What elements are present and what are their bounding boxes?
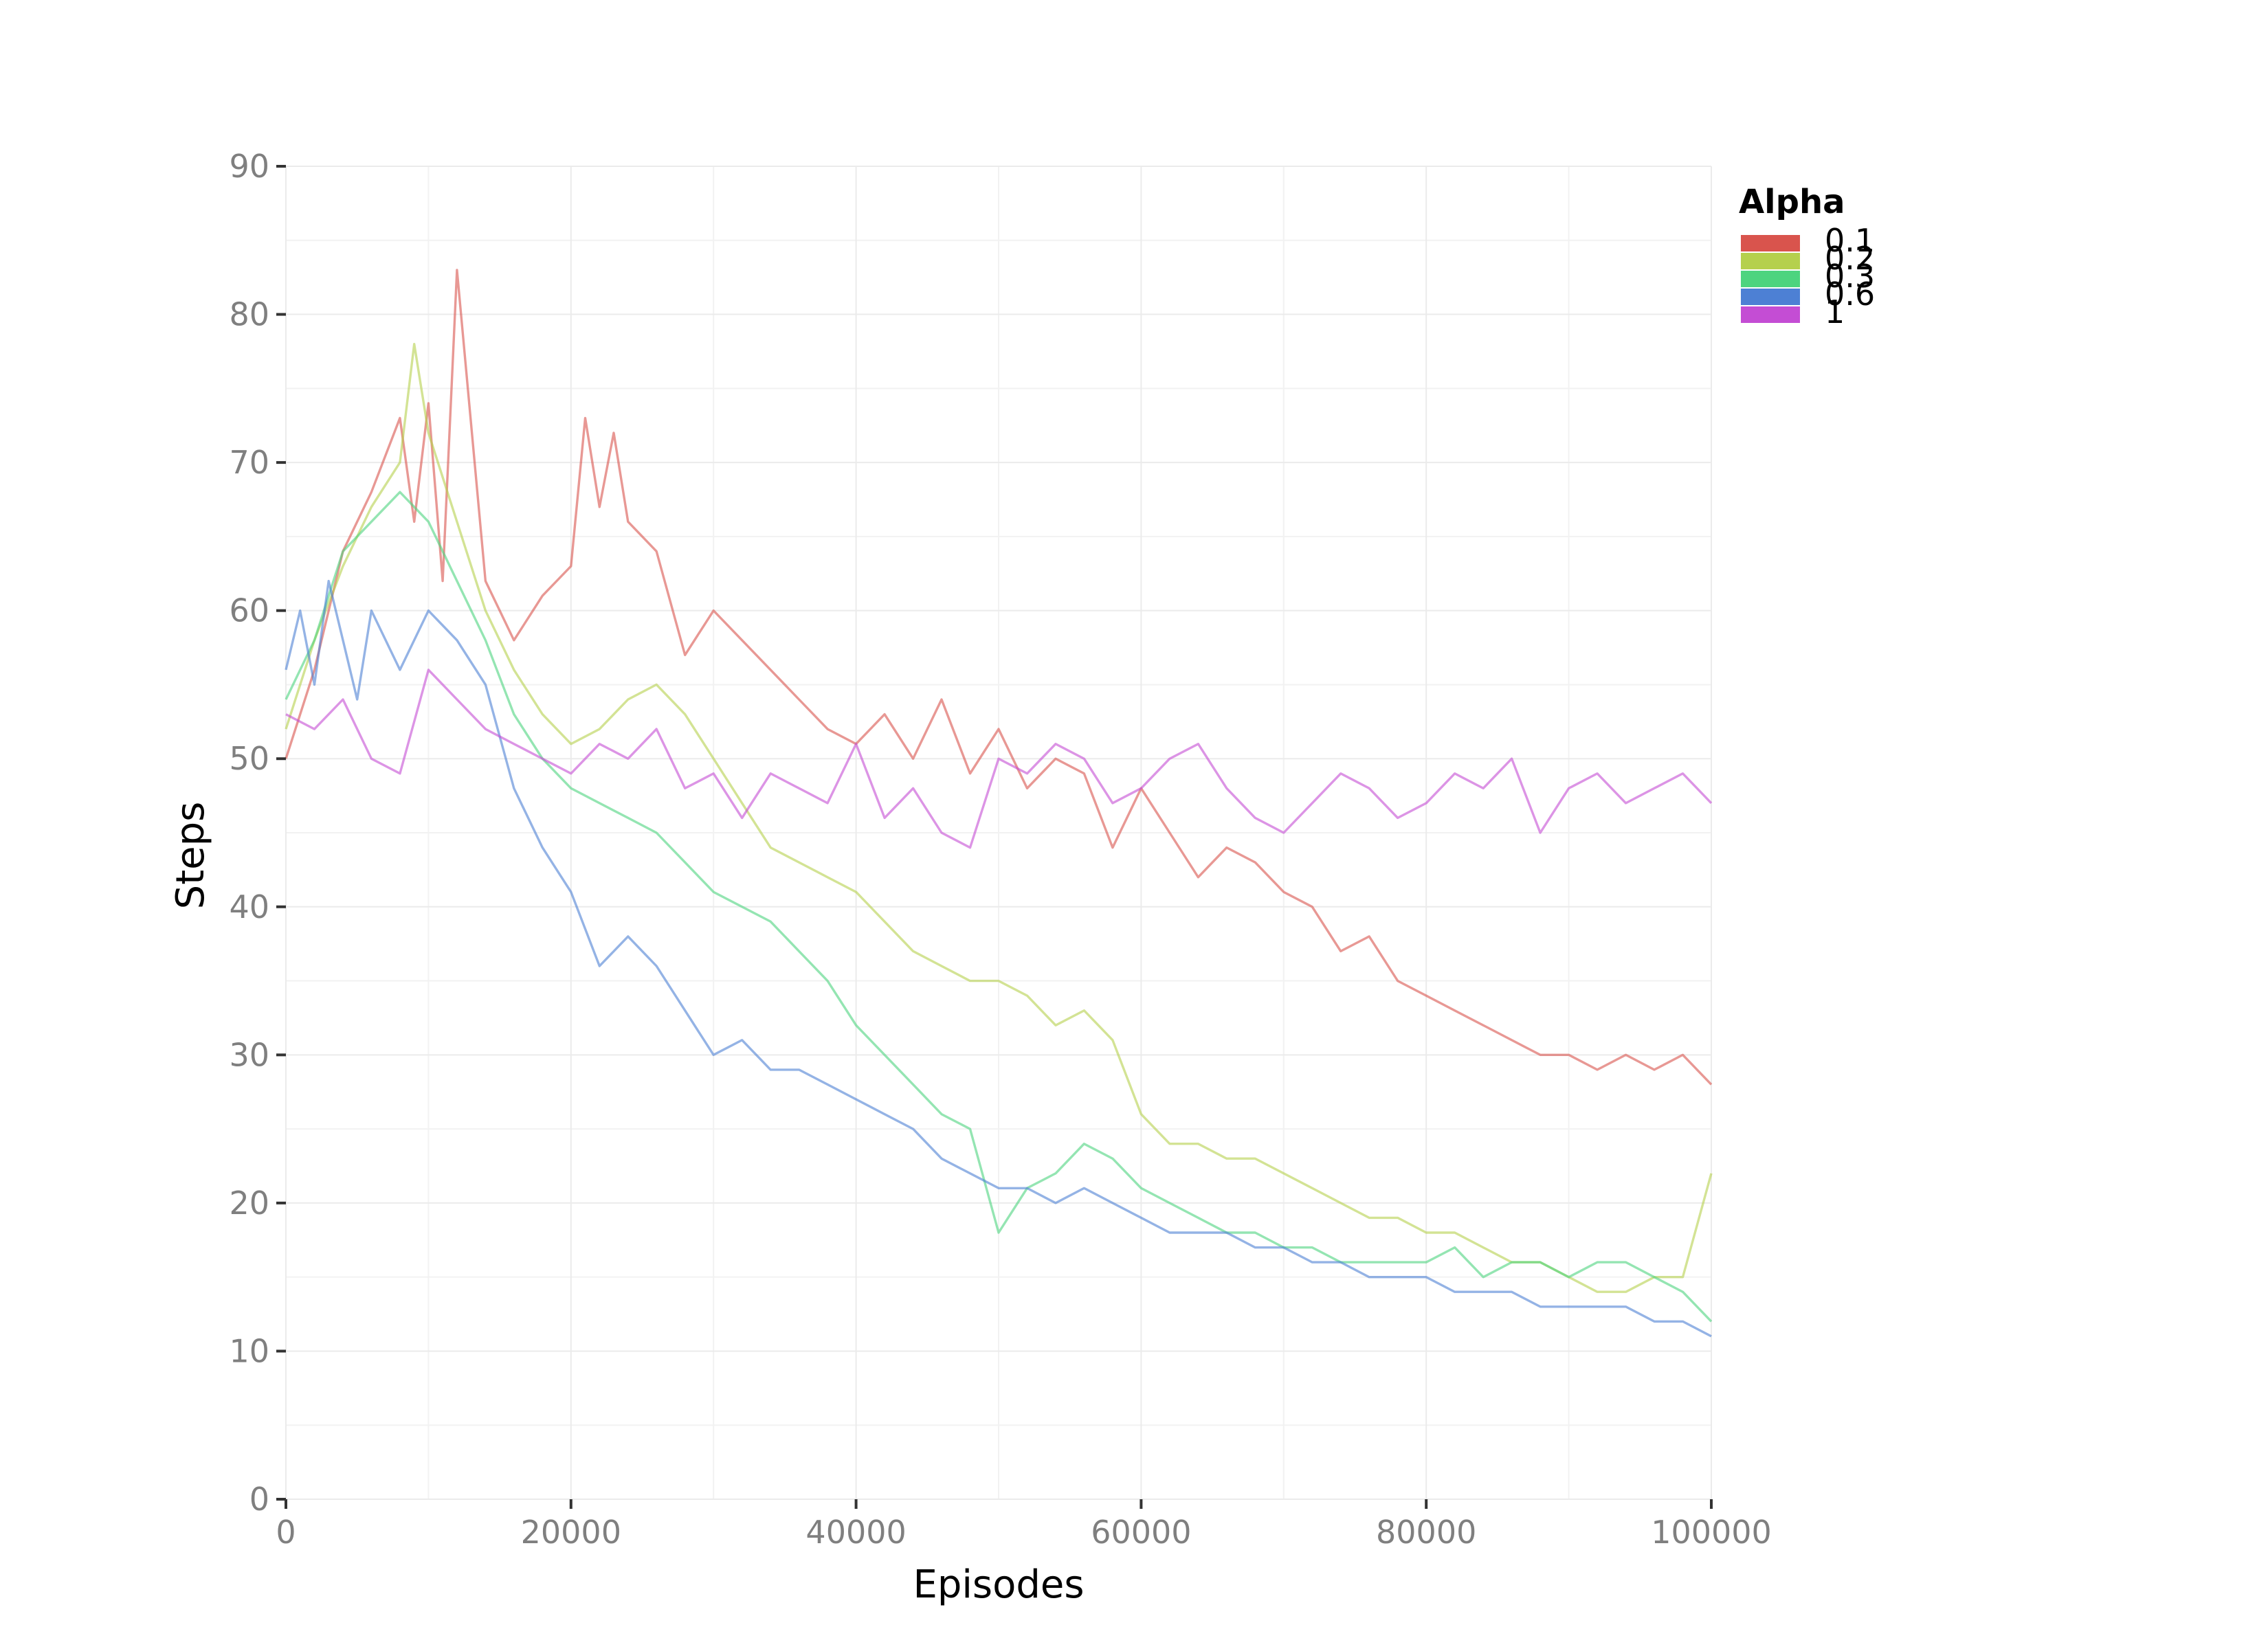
series-line-1 [285, 669, 1713, 849]
legend-title: Alpha [1739, 183, 1845, 221]
y-axis-title: Steps [168, 802, 213, 910]
legend-label: 1 [1825, 293, 1845, 330]
legend-key-1 [1741, 306, 1800, 323]
plot-lines [285, 269, 1713, 1338]
y-tick-label: 50 [229, 740, 269, 777]
legend-label: 0.6 [1825, 276, 1875, 313]
x-tick-label: 40000 [805, 1514, 906, 1551]
x-tick-label: 100000 [1651, 1514, 1772, 1551]
y-tick-label: 20 [229, 1185, 269, 1222]
legend-label: 0.2 [1825, 240, 1875, 277]
y-tick-label: 70 [229, 444, 269, 481]
x-tick-label: 0 [276, 1514, 296, 1551]
axes: 0 10 20 30 40 50 60 70 80 90 0 20000 40000 60000 80000… [229, 148, 1771, 1551]
legend-label: 0.1 [1825, 222, 1875, 259]
series-line-0-3 [285, 491, 1713, 1323]
y-tick-label: 90 [229, 148, 269, 185]
series-line-0-1 [285, 269, 1713, 1086]
x-tick-label: 80000 [1376, 1514, 1476, 1551]
legend-key-0-6 [1741, 289, 1800, 305]
legend-key-0-1 [1741, 235, 1800, 251]
y-tick-label: 10 [229, 1332, 269, 1369]
legend-label: 0.3 [1825, 258, 1875, 295]
series-line-0-6 [285, 579, 1712, 1338]
legend-key-0-3 [1741, 271, 1800, 287]
legend-key-0-2 [1741, 253, 1800, 269]
y-tick-label: 60 [229, 592, 269, 629]
x-tick-label: 20000 [521, 1514, 621, 1551]
x-axis-title: Episodes [913, 1562, 1084, 1607]
y-tick-label: 0 [249, 1481, 269, 1518]
y-tick-label: 30 [229, 1036, 269, 1073]
legend: Alpha 0.10.20.30.61 [1739, 183, 1875, 330]
y-tick-label: 80 [229, 296, 269, 333]
series-line-0-2 [285, 343, 1713, 1293]
x-tick-label: 60000 [1091, 1514, 1191, 1551]
y-tick-label: 40 [229, 888, 269, 926]
grid [285, 166, 1712, 1500]
